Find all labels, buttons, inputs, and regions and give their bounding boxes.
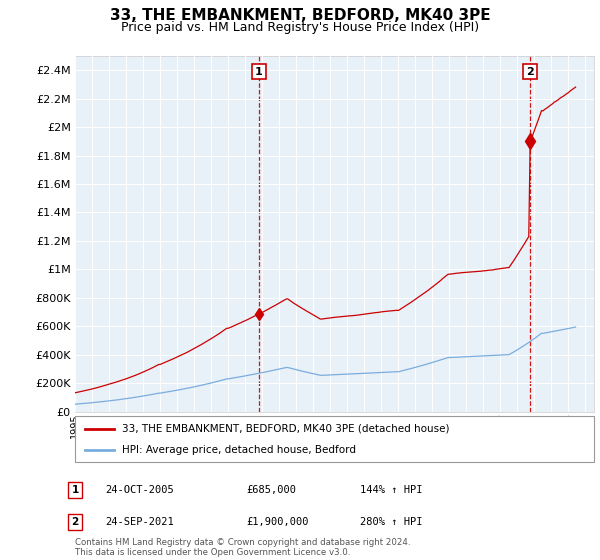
- Text: 144% ↑ HPI: 144% ↑ HPI: [360, 485, 422, 495]
- Text: 24-SEP-2021: 24-SEP-2021: [105, 517, 174, 527]
- Text: Contains HM Land Registry data © Crown copyright and database right 2024.
This d: Contains HM Land Registry data © Crown c…: [75, 538, 410, 557]
- Text: £1,900,000: £1,900,000: [246, 517, 308, 527]
- Text: 1: 1: [255, 67, 263, 77]
- Text: 2: 2: [71, 517, 79, 527]
- Text: 33, THE EMBANKMENT, BEDFORD, MK40 3PE: 33, THE EMBANKMENT, BEDFORD, MK40 3PE: [110, 8, 490, 24]
- Text: 24-OCT-2005: 24-OCT-2005: [105, 485, 174, 495]
- Text: 2: 2: [526, 67, 534, 77]
- Text: 1: 1: [71, 485, 79, 495]
- Text: £685,000: £685,000: [246, 485, 296, 495]
- Text: Price paid vs. HM Land Registry's House Price Index (HPI): Price paid vs. HM Land Registry's House …: [121, 21, 479, 34]
- Text: HPI: Average price, detached house, Bedford: HPI: Average price, detached house, Bedf…: [122, 445, 356, 455]
- Text: 33, THE EMBANKMENT, BEDFORD, MK40 3PE (detached house): 33, THE EMBANKMENT, BEDFORD, MK40 3PE (d…: [122, 424, 449, 434]
- Text: 280% ↑ HPI: 280% ↑ HPI: [360, 517, 422, 527]
